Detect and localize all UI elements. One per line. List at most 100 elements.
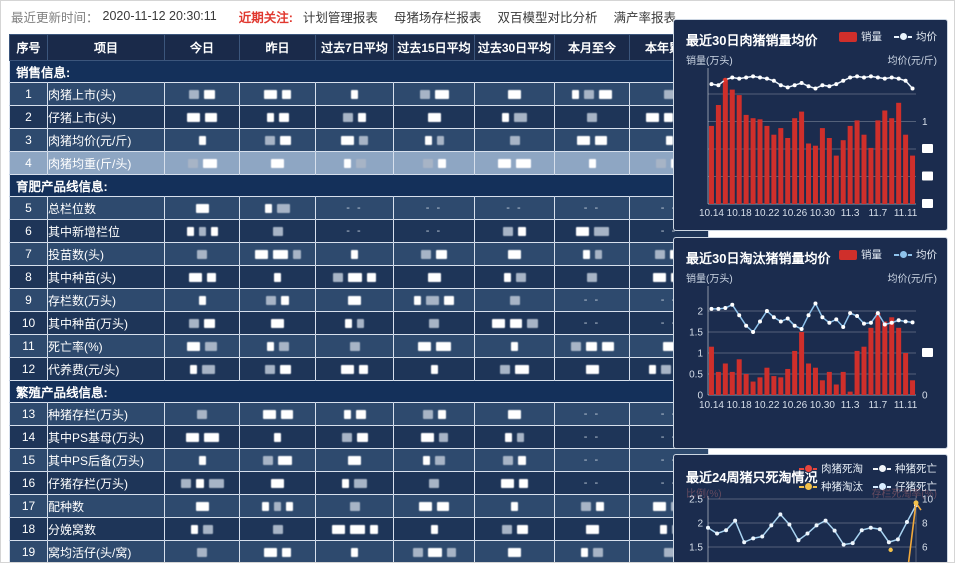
cell-redacted-value [239, 242, 316, 266]
cell-redacted-value [554, 540, 630, 562]
legend-item-肉猪死淘[interactable]: 肉猪死淘 [799, 461, 863, 476]
svg-text:1.5: 1.5 [689, 543, 703, 554]
table-row-4[interactable]: 4 肉猪均重(斤/头) [9, 151, 709, 175]
focus-label: 近期关注: [238, 10, 293, 25]
cell-redacted-value [474, 471, 555, 495]
legend-line-dot-icon [894, 32, 912, 41]
row-label: 其中种苗(万头) [47, 311, 165, 335]
table-row-15[interactable]: 15 其中PS后备(万头) - -- - [9, 448, 709, 472]
column-header: 过去15日平均 [393, 34, 475, 61]
table-row-7[interactable]: 7 投苗数(头) [9, 242, 709, 266]
legend-item-仔猪死亡[interactable]: 仔猪死亡 [873, 479, 937, 494]
cell-no-data: - - [554, 471, 630, 495]
cell-no-data: - - [554, 196, 630, 220]
table-row-3[interactable]: 3 肉猪均价(元/斤) [9, 128, 709, 152]
section-title: 销售信息: [9, 60, 709, 83]
table-row-5[interactable]: 5 总栏位数 - -- -- -- -- - [9, 196, 709, 220]
cell-redacted-value [474, 82, 555, 106]
cell-redacted-value [315, 82, 394, 106]
cell-redacted-value [315, 151, 394, 175]
report-links: 计划管理报表 母猪场存栏报表 双百模型对比分析 满产率报表 [303, 7, 692, 26]
row-label: 投苗数(头) [47, 242, 165, 266]
legend-label: 销量 [861, 249, 882, 261]
legend-item-销量[interactable]: 销量 [839, 247, 882, 262]
cell-no-data: - - [315, 219, 394, 243]
row-number: 9 [9, 288, 48, 312]
cell-redacted-value [164, 151, 240, 175]
row-label: 总栏位数 [47, 196, 165, 220]
cell-no-data: - - [393, 219, 475, 243]
table-row-1[interactable]: 1 肉猪上市(头) [9, 82, 709, 106]
cell-redacted-value [164, 517, 240, 541]
table-row-12[interactable]: 12 代养费(元/头) [9, 357, 709, 381]
table-row-13[interactable]: 13 种猪存栏(万头) - -- - [9, 402, 709, 426]
cell-redacted-value [239, 425, 316, 449]
row-number: 5 [9, 196, 48, 220]
cell-redacted-value [315, 311, 394, 335]
cell-redacted-value [474, 105, 555, 129]
cell-redacted-value [315, 242, 394, 266]
table-row-16[interactable]: 16 仔猪存栏(万头) - -- - [9, 471, 709, 495]
report-link-0[interactable]: 计划管理报表 [302, 10, 378, 25]
svg-text:10: 10 [922, 495, 934, 506]
svg-text:11.7: 11.7 [868, 208, 887, 219]
cell-redacted-value [239, 219, 316, 243]
cell-redacted-value [164, 219, 240, 243]
cell-no-data: - - [554, 448, 630, 472]
legend-item-种猪淘汰[interactable]: 种猪淘汰 [799, 479, 863, 494]
cell-no-data: - - [554, 425, 630, 449]
table-row-14[interactable]: 14 其中PS基母(万头) - -- - [9, 425, 709, 449]
row-number: 13 [9, 402, 48, 426]
row-label: 肉猪上市(头) [47, 82, 165, 106]
report-link-2[interactable]: 双百模型对比分析 [497, 10, 598, 25]
cell-redacted-value [474, 517, 555, 541]
row-label: 窝均活仔(头/窝) [47, 540, 165, 562]
cell-redacted-value [554, 517, 630, 541]
table-row-10[interactable]: 10 其中种苗(万头) - -- - [9, 311, 709, 335]
section-title: 育肥产品线信息: [9, 174, 709, 197]
table-row-18[interactable]: 18 分娩窝数 [9, 517, 709, 541]
cell-redacted-value [315, 402, 394, 426]
cell-redacted-value [164, 494, 240, 518]
cell-redacted-value [164, 471, 240, 495]
cell-redacted-value [474, 540, 555, 562]
chart-legend: 销量 均价 [839, 247, 937, 262]
report-link-3[interactable]: 满产率报表 [613, 10, 676, 25]
table-row-9[interactable]: 9 存栏数(万头) - -- - [9, 288, 709, 312]
table-row-2[interactable]: 2 仔猪上市(头) [9, 105, 709, 129]
y-axis-label-right: 存栏死淘率(%) [871, 489, 937, 500]
table-row-17[interactable]: 17 配种数 [9, 494, 709, 518]
row-label: 仔猪上市(头) [47, 105, 165, 129]
cell-redacted-value [474, 242, 555, 266]
legend-item-种猪死亡[interactable]: 种猪死亡 [873, 461, 937, 476]
legend-bar-swatch [839, 31, 857, 42]
row-number: 1 [9, 82, 48, 106]
legend-line-dot-icon [873, 482, 891, 491]
cell-redacted-value [315, 471, 394, 495]
table-row-6[interactable]: 6 其中新增栏位 - -- -- - [9, 219, 709, 243]
svg-text:0: 0 [697, 391, 703, 402]
table-row-19[interactable]: 19 窝均活仔(头/窝) [9, 540, 709, 562]
table-row-11[interactable]: 11 死亡率(%) [9, 334, 709, 358]
cell-redacted-value [474, 265, 555, 289]
row-label: 代养费(元/头) [47, 357, 165, 381]
report-link-1[interactable]: 母猪场存栏报表 [393, 10, 482, 25]
cell-redacted-value [474, 494, 555, 518]
legend-item-均价[interactable]: 均价 [894, 247, 937, 262]
cell-redacted-value [393, 494, 475, 518]
cell-redacted-value [315, 540, 394, 562]
svg-text:10.22: 10.22 [754, 400, 779, 411]
cell-redacted-value [239, 448, 316, 472]
cell-no-data: - - [554, 311, 630, 335]
legend-item-均价[interactable]: 均价 [894, 29, 937, 44]
row-number: 8 [9, 265, 48, 289]
legend-label: 销量 [861, 31, 882, 43]
row-label: 仔猪存栏(万头) [47, 471, 165, 495]
row-number: 17 [9, 494, 48, 518]
cell-redacted-value [393, 540, 475, 562]
cell-redacted-value [164, 242, 240, 266]
table-row-8[interactable]: 8 其中种苗(头) [9, 265, 709, 289]
svg-text:10.14: 10.14 [699, 400, 724, 411]
legend-item-销量[interactable]: 销量 [839, 29, 882, 44]
